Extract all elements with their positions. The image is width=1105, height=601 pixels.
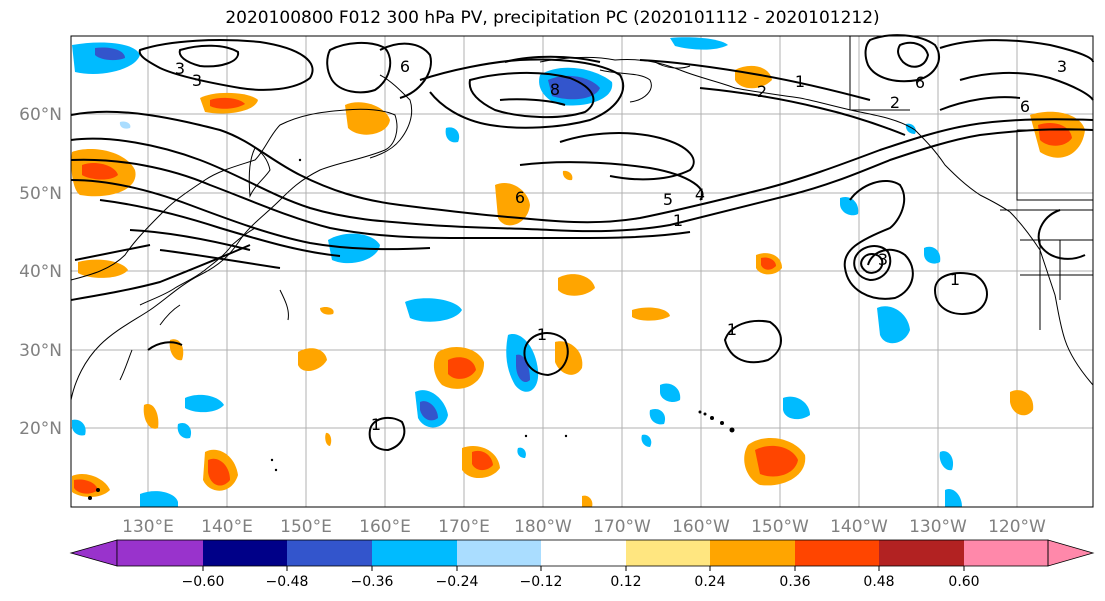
lon-label: 130°E	[122, 517, 174, 537]
colorbar-bin	[457, 540, 541, 566]
colorbar-bin	[795, 540, 879, 566]
colorbar-bin	[287, 540, 372, 566]
contour-label: 1	[537, 325, 547, 344]
latitude-labels: 60°N 50°N 40°N 30°N 20°N	[19, 105, 62, 439]
coastlines	[70, 36, 1094, 401]
contour-label: 1	[673, 211, 683, 230]
contour-label: 2	[890, 93, 900, 112]
colorbar-tick-label: 0.60	[948, 574, 979, 590]
lat-label: 60°N	[19, 105, 62, 125]
lon-label: 180°W	[514, 517, 572, 537]
contour-label: 1	[950, 270, 960, 289]
lat-label: 40°N	[19, 262, 62, 282]
map-frame	[70, 35, 1094, 508]
lon-label: 150°E	[280, 517, 332, 537]
colorbar-tick-label: 0.12	[610, 574, 641, 590]
colorbar-bin	[541, 540, 626, 566]
colorbar-tick-label: −0.60	[182, 574, 225, 590]
contour-label: 6	[515, 188, 525, 207]
contour-label: 3	[192, 71, 202, 90]
colorbar-outline	[116, 539, 1049, 567]
lon-label: 170°E	[438, 517, 490, 537]
lat-label: 20°N	[19, 419, 62, 439]
lon-label: 140°W	[830, 517, 888, 537]
lon-label: 170°W	[593, 517, 651, 537]
pv-contour-labels: 3 6 8 6 2 1 2 3 6 3 6 5 4 1 3 1 1 1 1	[175, 57, 1067, 434]
contour-label: 2	[757, 82, 767, 101]
contour-label: 6	[1020, 97, 1030, 116]
colorbar-bin	[964, 540, 1048, 566]
colorbar-bin	[710, 540, 795, 566]
lat-label: 30°N	[19, 341, 62, 361]
colorbar-extend-max	[1047, 539, 1095, 567]
contour-label: 3	[1057, 57, 1067, 76]
lon-label: 130°W	[909, 517, 967, 537]
colorbar: −0.60 −0.48 −0.36 −0.24 −0.12 0.12 0.24 …	[69, 539, 1095, 590]
colorbar-tick-label: 0.48	[863, 574, 894, 590]
contour-label: 3	[878, 250, 888, 269]
contour-label: 8	[550, 80, 560, 99]
colorbar-bin	[203, 540, 287, 566]
colorbar-tick-label: 0.24	[694, 574, 725, 590]
precip-positive-shading	[71, 65, 1085, 507]
lon-label: 120°W	[988, 517, 1046, 537]
colorbar-bin	[626, 540, 710, 566]
colorbar-tick-label: −0.48	[266, 574, 309, 590]
colorbar-tick-label: −0.24	[436, 574, 479, 590]
lon-label: 160°W	[672, 517, 730, 537]
longitude-labels: 130°E 140°E 150°E 160°E 170°E 180°W 170°…	[122, 517, 1046, 537]
lat-label: 50°N	[19, 184, 62, 204]
contour-label: 1	[795, 72, 805, 91]
contour-label: 6	[400, 57, 410, 76]
lon-label: 160°E	[359, 517, 411, 537]
colorbar-bin	[879, 540, 964, 566]
colorbar-tick-label: −0.36	[351, 574, 394, 590]
islands	[88, 158, 735, 500]
lon-label: 140°E	[201, 517, 253, 537]
contour-label: 4	[695, 185, 705, 204]
contour-label: 1	[371, 415, 381, 434]
contour-label: 3	[175, 59, 185, 78]
figure-title: 2020100800 F012 300 hPa PV, precipitatio…	[225, 8, 880, 28]
contour-label: 6	[915, 73, 925, 92]
contour-label: 5	[663, 190, 673, 209]
colorbar-bin	[117, 540, 203, 566]
lon-label: 150°W	[751, 517, 809, 537]
colorbar-tick-label: 0.36	[779, 574, 810, 590]
colorbar-bin	[372, 540, 457, 566]
colorbar-tick-label: −0.12	[520, 574, 563, 590]
colorbar-extend-min	[69, 539, 118, 567]
contour-label: 1	[727, 320, 737, 339]
pv-contours	[70, 34, 1094, 452]
